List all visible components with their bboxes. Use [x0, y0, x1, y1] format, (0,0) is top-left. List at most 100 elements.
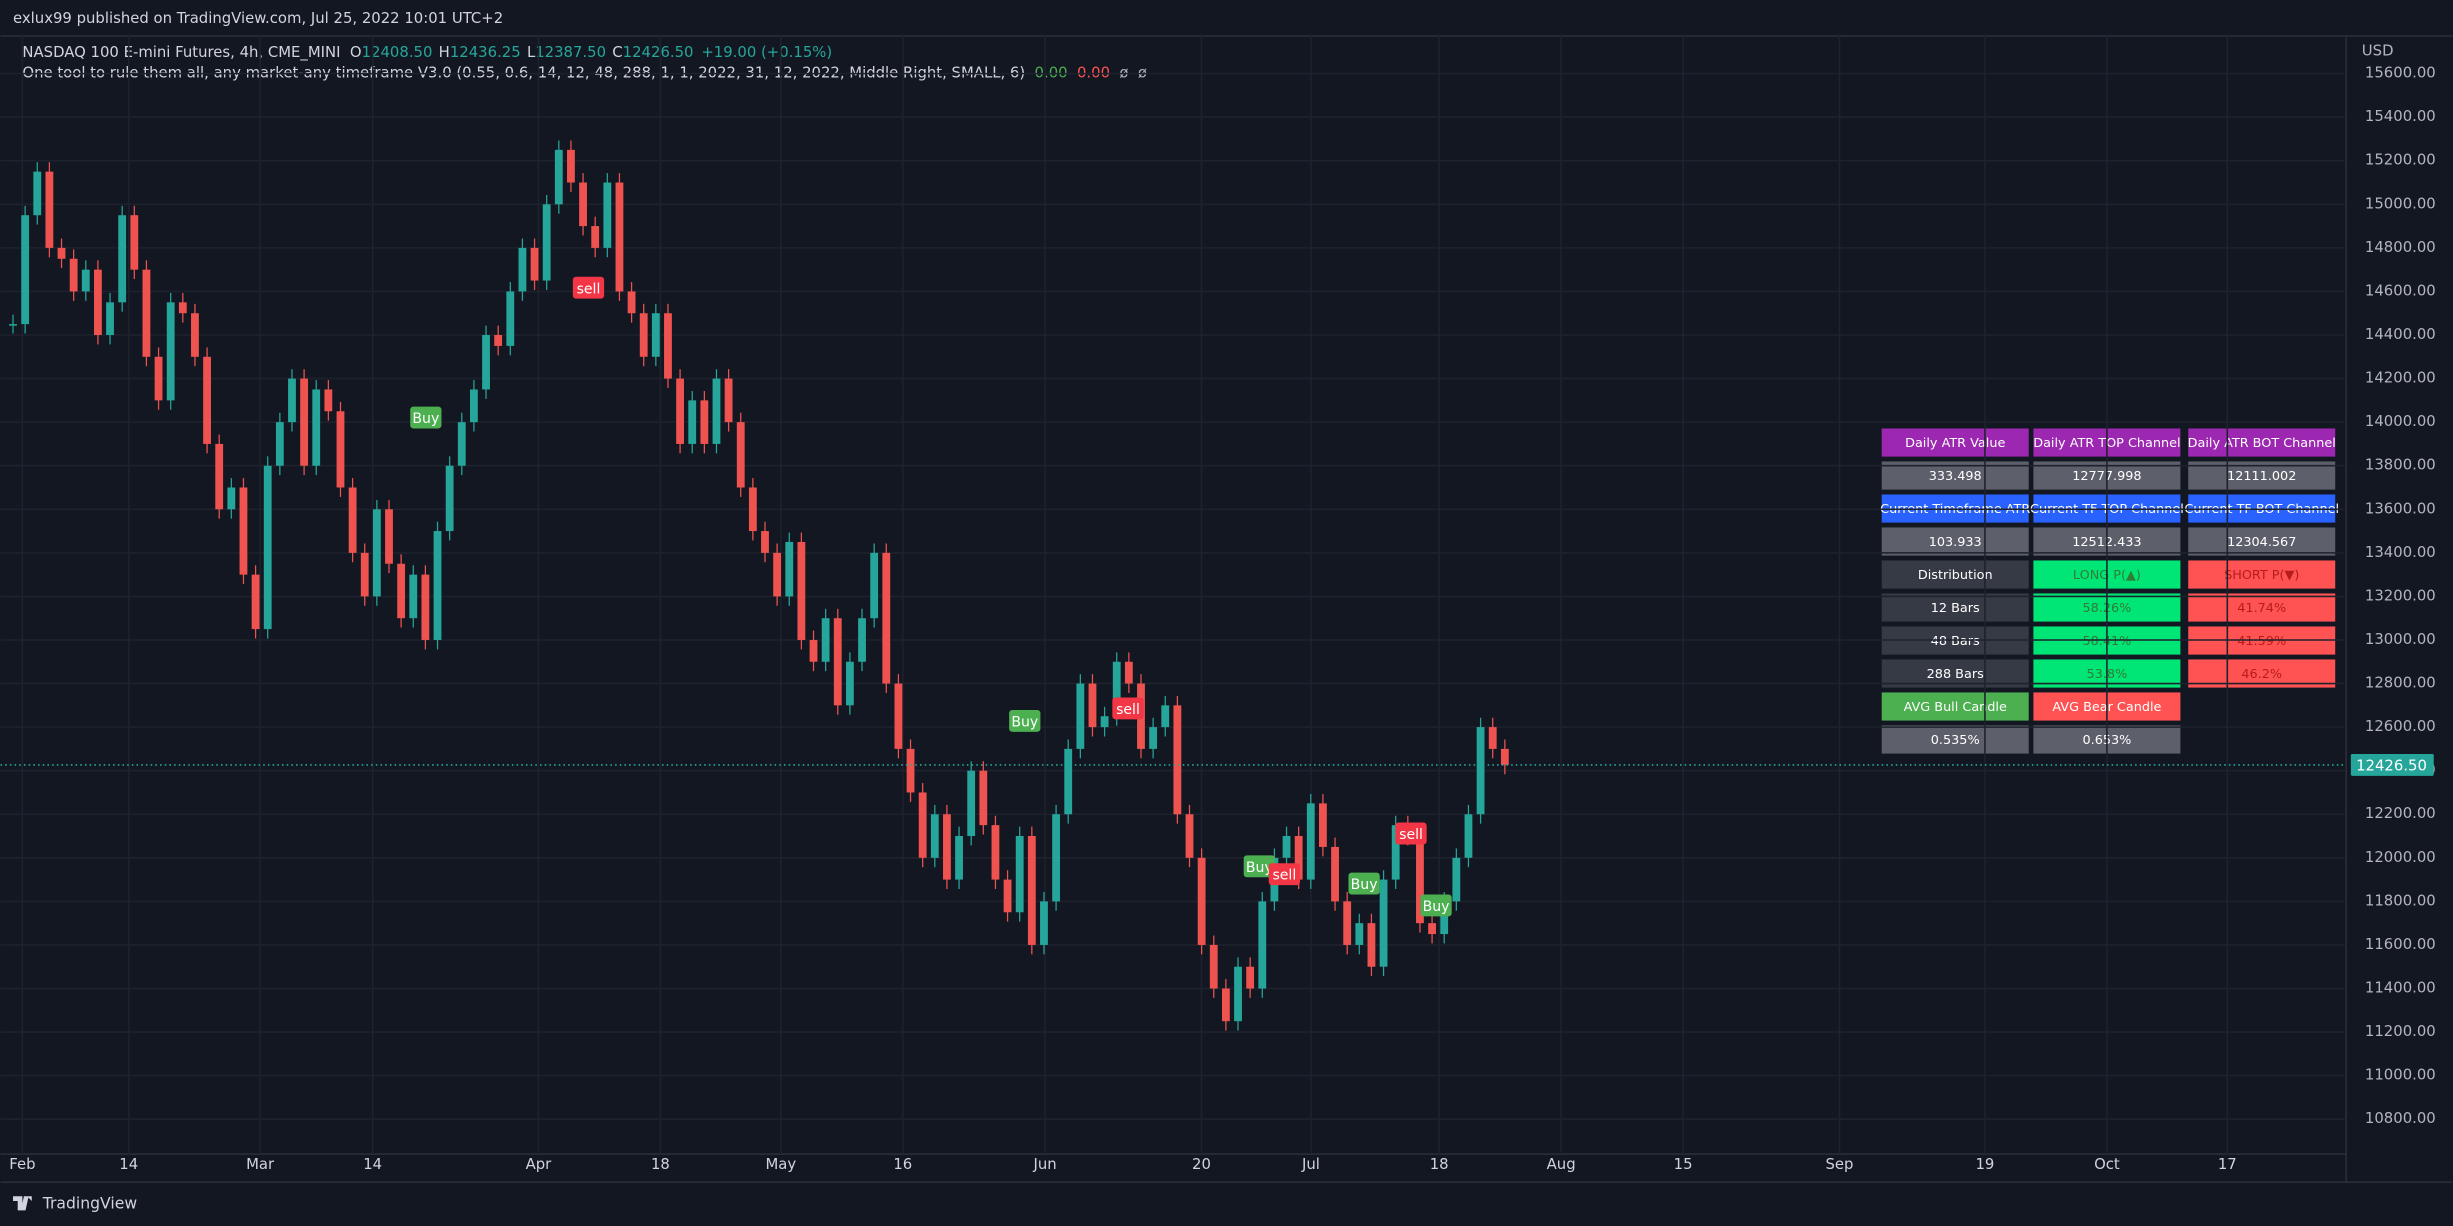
y-tick-label: 11800.00	[2365, 891, 2436, 909]
publisher: exlux99 published on TradingView.com, Ju…	[13, 9, 503, 27]
candle	[591, 226, 600, 248]
y-tick-label: 11400.00	[2365, 979, 2436, 997]
top-bar	[0, 0, 2453, 36]
candle	[21, 215, 30, 325]
indicator-name: One tool to rule them all, any market-an…	[22, 63, 1025, 81]
y-tick-label: 15400.00	[2365, 107, 2436, 125]
candle	[845, 661, 854, 706]
table-cell	[2188, 560, 2336, 589]
y-tick-label: 14800.00	[2365, 238, 2436, 256]
candle	[336, 411, 345, 488]
change: +19.00 (+0.15%)	[701, 43, 832, 61]
candle	[1488, 727, 1497, 749]
y-tick-label: 11200.00	[2365, 1022, 2436, 1040]
indicator-value: 0.00	[1077, 63, 1110, 81]
footer-bar	[0, 1182, 2453, 1226]
signal-label: Buy	[1246, 860, 1273, 876]
logo	[13, 1196, 32, 1211]
symbol: NASDAQ 100 E-mini Futures, 4h, CME_MINI	[22, 43, 340, 61]
ohlc-value: 12387.50	[535, 43, 606, 61]
candle	[227, 487, 236, 510]
candle	[1112, 661, 1121, 717]
ohlc-key: L	[527, 43, 536, 61]
candle	[69, 258, 78, 292]
candle	[106, 302, 114, 336]
candle	[542, 204, 551, 281]
signal-badge	[1243, 855, 1275, 878]
table-cell	[1881, 560, 2029, 589]
candle	[275, 422, 284, 466]
candle	[166, 302, 175, 401]
candle	[1124, 661, 1133, 684]
y-tick-label: 12000.00	[2365, 848, 2436, 866]
table-cell-text: 48 Bars	[1931, 634, 1980, 649]
candle	[203, 356, 211, 444]
candle	[918, 792, 927, 858]
candle	[191, 313, 199, 357]
y-tick-label: 15600.00	[2365, 64, 2436, 82]
table-cell-text: 41.59%	[2237, 634, 2286, 649]
signal-badge	[572, 276, 605, 299]
candle	[567, 149, 575, 183]
y-tick-label: 13800.00	[2365, 456, 2436, 474]
candle	[1379, 879, 1388, 967]
candle	[1064, 748, 1073, 815]
table-cell-text: Daily ATR BOT Channel	[2188, 436, 2336, 451]
candle	[882, 552, 891, 684]
candle	[1306, 803, 1315, 880]
candle	[469, 389, 478, 423]
candle	[154, 356, 163, 401]
candle	[45, 171, 54, 248]
x-tick-label: Jun	[1033, 1155, 1057, 1173]
candle	[239, 487, 248, 575]
y-tick-label: 11600.00	[2365, 935, 2436, 953]
y-tick-label: 13000.00	[2365, 630, 2436, 648]
table-cell-text: 103.933	[1929, 535, 1982, 550]
candle	[1416, 836, 1424, 924]
table-cell-text: 41.74%	[2237, 601, 2286, 616]
currency: USD	[2362, 42, 2394, 60]
candle	[797, 541, 806, 640]
candle	[1100, 716, 1109, 728]
candle	[858, 618, 866, 662]
x-tick-label: 19	[1975, 1155, 1994, 1173]
candle	[1209, 944, 1218, 989]
candle	[530, 247, 539, 281]
candle	[1331, 846, 1339, 902]
signal-badge	[1009, 709, 1041, 732]
candle	[288, 378, 296, 423]
candle	[324, 389, 333, 412]
signal-badge	[1348, 872, 1380, 895]
candle	[1197, 857, 1206, 945]
candle	[1258, 901, 1267, 989]
candle	[57, 247, 66, 259]
candle	[348, 487, 357, 553]
candle	[433, 531, 442, 640]
candle	[1500, 748, 1509, 765]
candle	[215, 443, 224, 510]
candle	[724, 378, 733, 423]
candle	[833, 618, 842, 706]
candle	[979, 770, 988, 826]
y-tick-label: 14400.00	[2365, 325, 2436, 343]
table-cell-text: SHORT P(▼)	[2224, 568, 2299, 583]
last-price-label: 12426.50	[2356, 756, 2427, 774]
candle	[1355, 923, 1364, 945]
table-cell	[1881, 428, 2029, 457]
y-tick-label: 12600.00	[2365, 717, 2436, 735]
x-tick-label: 14	[119, 1155, 138, 1173]
signal-badge	[1112, 697, 1144, 720]
signal-label: sell	[577, 281, 601, 297]
candle	[482, 335, 490, 390]
candle	[81, 269, 90, 292]
candle	[1464, 814, 1473, 858]
x-tick-label: 20	[1192, 1155, 1211, 1173]
candle	[494, 335, 503, 346]
y-tick-label: 13200.00	[2365, 586, 2436, 604]
candle	[736, 422, 745, 488]
x-tick-label: Oct	[2094, 1155, 2120, 1173]
candle	[554, 149, 563, 205]
ohlc-key: O	[350, 43, 362, 61]
y-tick-label: 11000.00	[2365, 1066, 2436, 1084]
last-price-tag	[2350, 753, 2434, 776]
